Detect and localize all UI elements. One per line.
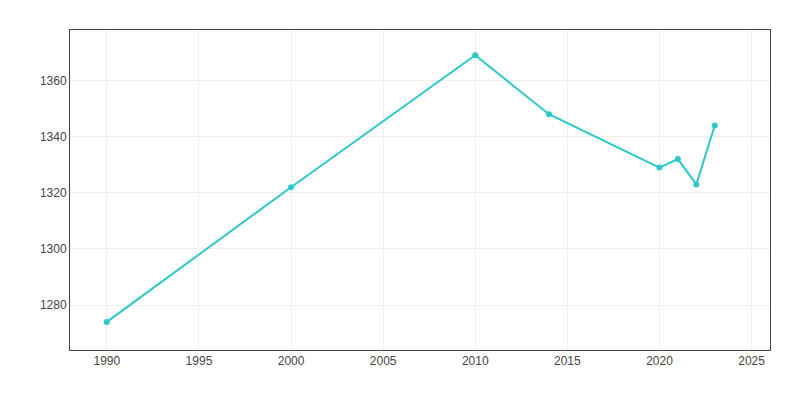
svg-text:2000: 2000	[278, 354, 305, 368]
svg-text:1280: 1280	[40, 298, 67, 312]
svg-text:1320: 1320	[40, 186, 67, 200]
svg-text:2025: 2025	[738, 354, 765, 368]
svg-text:1340: 1340	[40, 130, 67, 144]
svg-text:2010: 2010	[462, 354, 489, 368]
svg-text:2015: 2015	[554, 354, 581, 368]
svg-text:1360: 1360	[40, 74, 67, 88]
svg-text:1995: 1995	[186, 354, 213, 368]
svg-text:1990: 1990	[93, 354, 120, 368]
svg-text:1300: 1300	[40, 242, 67, 256]
svg-text:2005: 2005	[370, 354, 397, 368]
svg-text:2020: 2020	[646, 354, 673, 368]
